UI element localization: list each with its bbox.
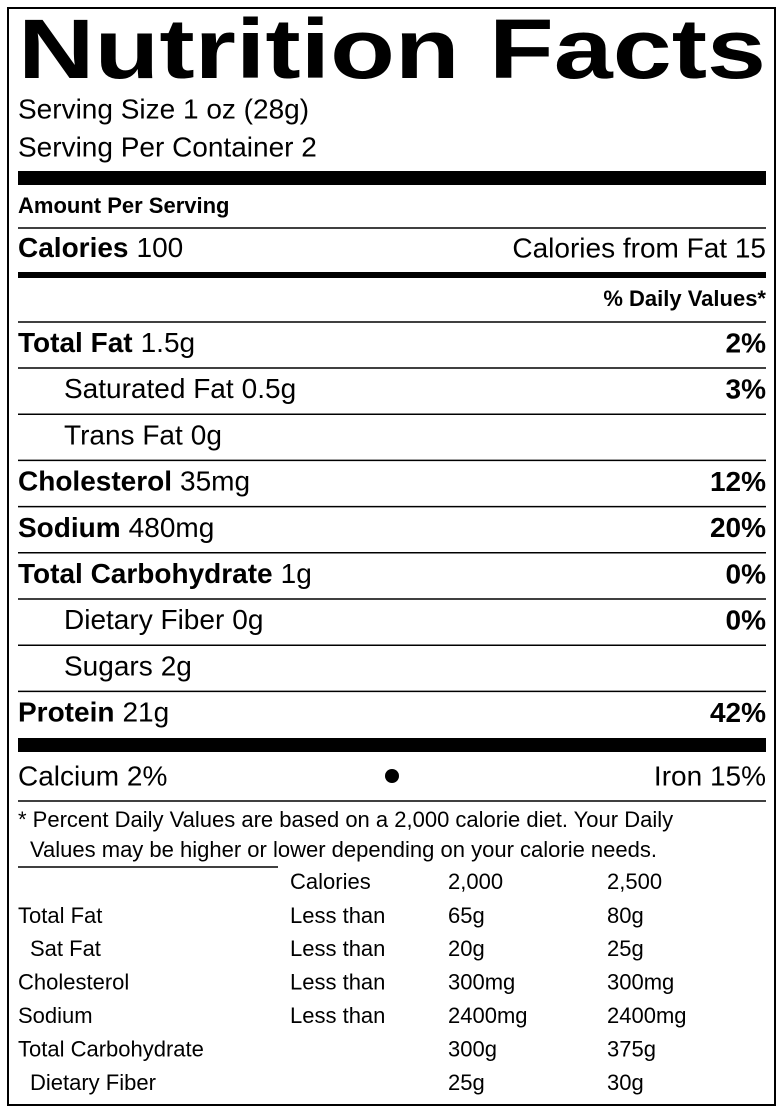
table-value: 30g <box>607 1070 644 1095</box>
daily-value: 20% <box>710 512 766 543</box>
footnote: * Percent Daily Values are based on a 2,… <box>18 807 673 832</box>
nutrient-row: Trans Fat 0g <box>64 420 222 451</box>
nutrient-label: Cholesterol <box>18 466 172 497</box>
nutrient-row: Saturated Fat 0.5g <box>64 374 296 405</box>
table-value: 25g <box>448 1070 485 1095</box>
nutrient-amount: 0g <box>232 605 263 636</box>
nutrient-label: Sugars <box>64 651 153 682</box>
daily-value: 2% <box>726 327 767 358</box>
daily-value: 12% <box>710 466 766 497</box>
nutrient-row: Sodium 480mg <box>18 512 214 543</box>
nutrient-amount: 480mg <box>129 512 215 543</box>
calories-from-fat: Calories from Fat 15 <box>512 232 766 263</box>
table-value: 300mg <box>448 970 515 995</box>
table-value: 2400mg <box>607 1003 687 1028</box>
medium-rule <box>18 272 766 278</box>
nutrient-row: Total Fat 1.5g <box>18 327 195 358</box>
footnote: Values may be higher or lower depending … <box>30 837 657 862</box>
nutrient-amount: 1.5g <box>141 327 196 358</box>
table-header: Calories <box>290 869 371 894</box>
table-condition: Less than <box>290 1003 385 1028</box>
title: Nutrition Facts <box>18 2 766 96</box>
table-value: 300g <box>448 1036 497 1061</box>
nutrient-row: Dietary Fiber 0g <box>64 605 263 636</box>
serving-size: Serving Size 1 oz (28g) <box>18 93 309 124</box>
nutrient-label: Protein <box>18 697 114 728</box>
table-nutrient: Total Fat <box>18 903 102 928</box>
nutrient-amount: 21g <box>122 697 169 728</box>
nutrient-label: Saturated Fat <box>64 374 234 405</box>
table-header: 2,000 <box>448 869 503 894</box>
table-condition: Less than <box>290 903 385 928</box>
nutrient-label: Total Carbohydrate <box>18 558 273 589</box>
table-nutrient: Sodium <box>18 1003 93 1028</box>
nutrient-row: Sugars 2g <box>64 651 192 682</box>
amount-per-serving: Amount Per Serving <box>18 193 229 218</box>
daily-value-table: Calories 2,000 2,500 Total Fat Less than 65g 8… <box>18 869 687 1095</box>
daily-values-header: % Daily Values* <box>603 286 766 311</box>
daily-value: 3% <box>726 374 767 405</box>
table-value: 2400mg <box>448 1003 528 1028</box>
nutrient-amount: 35mg <box>180 466 250 497</box>
table-header: 2,500 <box>607 869 662 894</box>
vitamin: Iron 15% <box>654 760 766 791</box>
nutrient-label: Dietary Fiber <box>64 605 224 636</box>
daily-value: 0% <box>726 605 767 636</box>
table-value: 300mg <box>607 970 674 995</box>
calories-row: Calories 100 <box>18 232 183 263</box>
table-value: 65g <box>448 903 485 928</box>
nutrient-row: Total Carbohydrate 1g <box>18 558 312 589</box>
table-condition: Less than <box>290 936 385 961</box>
table-nutrient: Dietary Fiber <box>30 1070 156 1095</box>
table-nutrient: Cholesterol <box>18 970 129 995</box>
table-nutrient: Sat Fat <box>30 936 101 961</box>
nutrient-amount: 1g <box>281 558 312 589</box>
thick-rule <box>18 738 766 752</box>
nutrient-list: Total Fat 1.5g 2% Saturated Fat 0.5g 3% Trans … <box>18 327 766 728</box>
table-value: 25g <box>607 936 644 961</box>
bullet <box>385 769 399 783</box>
nutrient-label: Sodium <box>18 512 121 543</box>
calories-value: 100 <box>137 232 184 263</box>
nutrient-label: Total Fat <box>18 327 133 358</box>
servings: Serving Per Container 2 <box>18 131 317 162</box>
nutrient-row: Cholesterol 35mg <box>18 466 250 497</box>
table-value: 20g <box>448 936 485 961</box>
thick-rule <box>18 171 766 185</box>
vitamin: Calcium 2% <box>18 760 167 791</box>
table-condition: Less than <box>290 970 385 995</box>
label-border <box>7 7 776 1106</box>
nutrient-row: Protein 21g <box>18 697 169 728</box>
nutrient-label: Trans Fat <box>64 420 183 451</box>
table-value: 80g <box>607 903 644 928</box>
nutrient-amount: 0.5g <box>242 374 297 405</box>
daily-value: 0% <box>726 558 767 589</box>
table-nutrient: Total Carbohydrate <box>18 1036 204 1061</box>
nutrient-amount: 0g <box>191 420 222 451</box>
calories-label: Calories <box>18 232 129 263</box>
table-value: 375g <box>607 1036 656 1061</box>
daily-value: 42% <box>710 697 766 728</box>
nutrient-amount: 2g <box>161 651 192 682</box>
